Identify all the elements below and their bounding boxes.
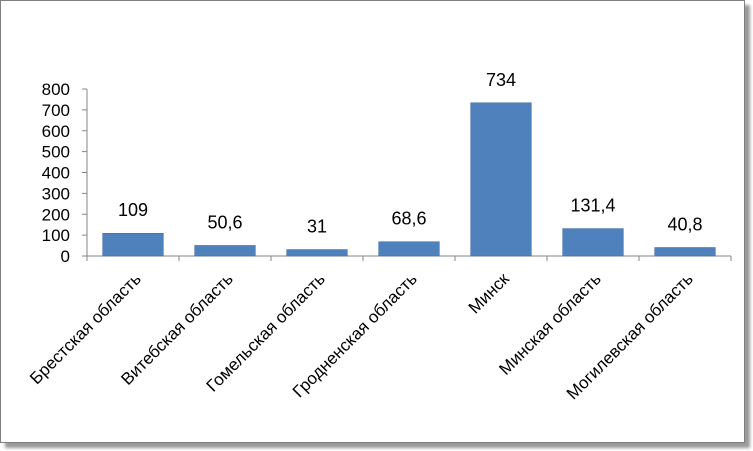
- data-labels: 109 50,6 31 68,6 734 131,4 40,8: [118, 70, 703, 237]
- bar: [378, 241, 440, 257]
- y-tick-label: 100: [42, 226, 70, 245]
- bar: [102, 232, 164, 257]
- y-tick-label: 800: [42, 80, 70, 99]
- bars: [102, 102, 716, 257]
- data-label: 40,8: [667, 214, 702, 234]
- y-tick-label: 300: [42, 184, 70, 203]
- x-tick-label: Минская область: [495, 269, 604, 378]
- data-label: 31: [307, 217, 327, 237]
- data-label: 68,6: [391, 209, 426, 229]
- bar: [654, 247, 716, 257]
- data-label: 734: [486, 70, 516, 90]
- bar: [470, 102, 532, 257]
- y-tick-label: 600: [42, 122, 70, 141]
- bar: [562, 228, 624, 257]
- y-tick-label: 700: [42, 101, 70, 120]
- y-tick-label: 200: [42, 205, 70, 224]
- y-tick-label: 0: [61, 247, 70, 266]
- axes: [82, 88, 732, 261]
- bar: [286, 249, 348, 257]
- y-tick-label: 400: [42, 164, 70, 183]
- bar: [194, 245, 256, 257]
- x-tick-label: Минск: [465, 269, 513, 317]
- data-label: 50,6: [207, 212, 242, 232]
- chart-frame: 109 50,6 31 68,6 734 131,4 40,8 0 100 200 300 400 5…: [0, 0, 745, 443]
- data-label: 109: [118, 200, 148, 220]
- y-tick-label: 500: [42, 143, 70, 162]
- data-label: 131,4: [570, 196, 615, 216]
